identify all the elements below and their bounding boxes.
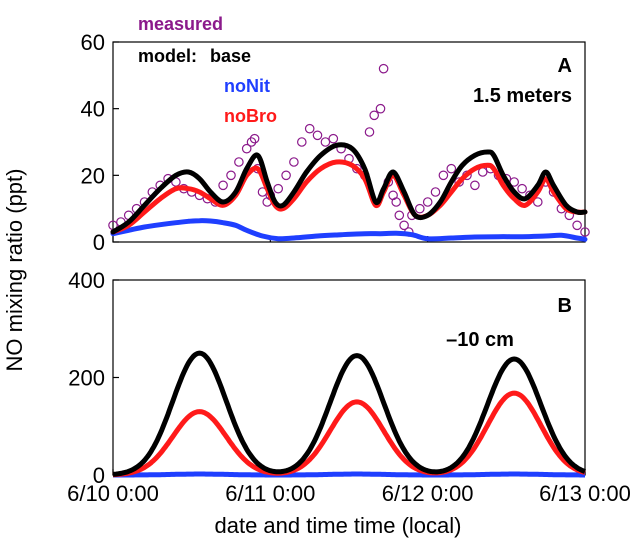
measured-point	[234, 157, 244, 167]
measured-point	[454, 177, 464, 187]
panel-b-xtick-label: 6/10 0:00	[67, 481, 159, 506]
measured-point	[328, 133, 339, 144]
legend-measured: measured	[138, 14, 223, 34]
measured-point	[378, 63, 389, 74]
series-line-nonit	[112, 471, 586, 478]
measured-point	[241, 143, 252, 154]
measured-point	[364, 127, 375, 137]
measured-point	[580, 227, 590, 237]
measured-point	[352, 163, 362, 174]
measured-point	[289, 157, 299, 167]
series-line-base	[110, 142, 588, 235]
panel-b-annotation: –10 cm	[446, 329, 514, 351]
panel-a-ytick-label: 40	[81, 97, 105, 122]
panel-a-plot-frame	[112, 41, 586, 243]
measured-point	[438, 170, 449, 181]
measured-point	[532, 197, 543, 207]
legend-nobro: noBro	[224, 106, 277, 126]
panel-b-ytick-label: 400	[68, 268, 105, 293]
measured-point	[226, 170, 236, 181]
panel-a-annotation: 1.5 meters	[473, 85, 572, 107]
measured-point	[422, 197, 433, 207]
measured-point	[399, 220, 409, 231]
measured-point	[320, 137, 331, 147]
measured-point	[312, 130, 323, 141]
measured-point	[414, 203, 425, 214]
panel-b-xtick-label: 6/11 0:00	[225, 481, 315, 506]
panel-a-ytick-label: 0	[93, 230, 105, 255]
x-axis-title: date and time time (local)	[215, 513, 462, 538]
series-line-base	[112, 350, 586, 477]
panel-a-letter: A	[558, 55, 572, 77]
legend-model-label: model:	[138, 46, 197, 66]
measured-point	[517, 183, 527, 194]
measured-point	[446, 163, 457, 174]
measured-point	[430, 187, 441, 197]
measured-point	[470, 180, 480, 191]
panel-b-xtick-label: 6/13 0:00	[539, 481, 631, 506]
panel-a: 0 20 40 60	[81, 30, 590, 255]
y-axis-title: NO mixing ratio (ppt)	[2, 169, 27, 372]
measured-point	[273, 183, 283, 194]
measured-point	[296, 137, 307, 147]
panel-b-xtick-label: 6/12 0:00	[382, 481, 474, 506]
measured-point	[572, 220, 582, 231]
measured-point	[391, 197, 401, 207]
measured-point	[304, 123, 315, 134]
legend-base: base	[210, 46, 251, 66]
measured-point	[375, 103, 386, 114]
measured-point	[249, 133, 260, 144]
measured-point	[246, 137, 257, 147]
series-line-nobro	[112, 390, 586, 478]
panel-b-ytick-label: 200	[68, 366, 105, 391]
measured-point	[281, 170, 291, 181]
measured-point	[394, 210, 405, 221]
panel-b: 0 200 400 6/10 0:00 6/11 0:00 6/12 0:00 6/13 0…	[67, 268, 631, 506]
measured-point	[218, 180, 228, 191]
series-line-nonit	[110, 218, 588, 242]
panel-b-letter: B	[558, 295, 572, 317]
panel-a-ytick-label: 60	[81, 30, 105, 55]
panel-a-ytick-label: 20	[81, 163, 105, 188]
legend: measured model: base noNit noBro	[138, 14, 277, 126]
legend-nonit: noNit	[224, 76, 270, 96]
panel-b-ytick-label: 0	[93, 463, 105, 488]
measured-point	[369, 110, 379, 121]
